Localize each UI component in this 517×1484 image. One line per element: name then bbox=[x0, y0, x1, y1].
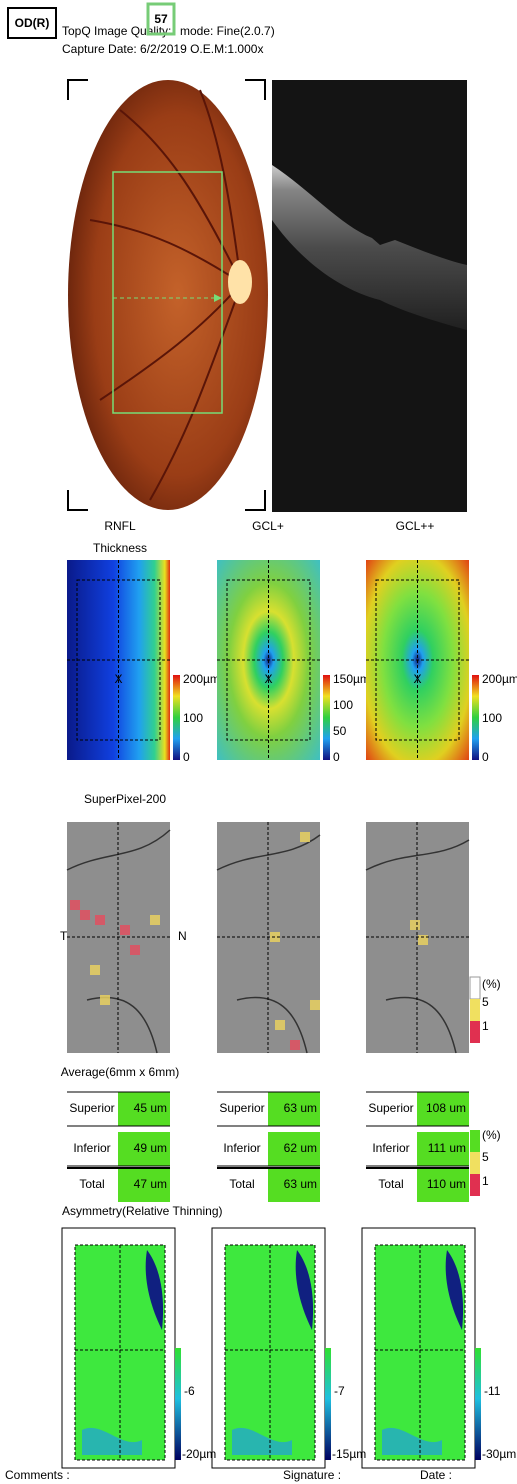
superpixel-cell bbox=[120, 925, 130, 935]
row-label: Total bbox=[79, 1177, 104, 1191]
row-value: 49 um bbox=[134, 1141, 167, 1155]
scale-label: 0 bbox=[333, 750, 340, 764]
row-value: 62 um bbox=[284, 1141, 317, 1155]
eye-label: OD(R) bbox=[15, 16, 50, 30]
row-value: 111 um bbox=[428, 1141, 466, 1155]
row-label: Inferior bbox=[73, 1141, 110, 1155]
legend-green bbox=[470, 1130, 480, 1152]
quality-value: 57 bbox=[154, 12, 168, 26]
legend-red bbox=[470, 1174, 480, 1196]
scale-label: 200µm bbox=[482, 672, 517, 686]
superpixel-cell bbox=[95, 915, 105, 925]
legend-label: (%) bbox=[482, 977, 501, 991]
legend-label: 1 bbox=[482, 1019, 489, 1033]
section-title: Average(6mm x 6mm) bbox=[61, 1065, 179, 1079]
superpixel-cell bbox=[300, 832, 310, 842]
row-value: 63 um bbox=[284, 1101, 317, 1115]
scale-label: 200µm bbox=[183, 672, 220, 686]
row-label: Superior bbox=[69, 1101, 114, 1115]
fovea-mark: X bbox=[413, 672, 421, 686]
scale-label: 50 bbox=[333, 724, 347, 738]
report: OD(R) TopQ Image Quality:57 mode: Fine(2.0… bbox=[0, 0, 517, 1484]
superpixel-cell bbox=[100, 995, 110, 1005]
map-title: Thickness bbox=[93, 541, 147, 555]
scale-label: 0 bbox=[183, 750, 190, 764]
scale-label: -15µm bbox=[332, 1447, 366, 1461]
legend-red bbox=[470, 1021, 480, 1043]
nasal-label: N bbox=[178, 929, 187, 943]
legend-label: 1 bbox=[482, 1174, 489, 1188]
scale-label: -7 bbox=[334, 1384, 345, 1398]
row-label: Total bbox=[229, 1177, 254, 1191]
row-value: 45 um bbox=[134, 1101, 167, 1115]
colorbar bbox=[472, 675, 479, 760]
superpixel-cell bbox=[130, 945, 140, 955]
legend-label: (%) bbox=[482, 1128, 501, 1142]
row-label: Superior bbox=[219, 1101, 264, 1115]
row-label: Inferior bbox=[223, 1141, 260, 1155]
section-title: Asymmetry(Relative Thinning) bbox=[62, 1204, 223, 1218]
optic-disc bbox=[228, 260, 252, 304]
scale-label: 100 bbox=[333, 698, 353, 712]
map-title: GCL+ bbox=[252, 519, 284, 533]
quality-label: TopQ Image Quality: bbox=[62, 24, 171, 38]
fovea-mark: X bbox=[264, 672, 272, 686]
signature: Signature : bbox=[283, 1468, 341, 1482]
legend-label: 5 bbox=[482, 995, 489, 1009]
row-value: 108 um bbox=[426, 1101, 466, 1115]
scale-label: -30µm bbox=[482, 1447, 516, 1461]
superpixel-cell bbox=[410, 920, 420, 930]
map-title: RNFL bbox=[104, 519, 136, 533]
capture-date: Capture Date: 6/2/2019 O.E.M:1.000x bbox=[62, 42, 263, 56]
legend-white bbox=[470, 977, 480, 999]
superpixel-cell bbox=[90, 965, 100, 975]
row-value: 110 um bbox=[427, 1177, 466, 1191]
superpixel-cell bbox=[70, 900, 80, 910]
scale-label: 100 bbox=[183, 711, 203, 725]
superpixel-cell bbox=[310, 1000, 320, 1010]
temporal-label: T bbox=[60, 929, 68, 943]
asym-colorbar bbox=[175, 1348, 181, 1460]
row-label: Superior bbox=[368, 1101, 413, 1115]
section-title: SuperPixel-200 bbox=[84, 792, 166, 806]
scale-label: -6 bbox=[184, 1384, 195, 1398]
superpixel-cell bbox=[80, 910, 90, 920]
scale-label: -11 bbox=[484, 1384, 501, 1398]
row-value: 47 um bbox=[134, 1177, 167, 1191]
map-title: GCL++ bbox=[396, 519, 435, 533]
legend-label: 5 bbox=[482, 1150, 489, 1164]
asym-colorbar bbox=[325, 1348, 331, 1460]
scale-label: 100 bbox=[482, 711, 502, 725]
comments: Comments : bbox=[5, 1468, 70, 1482]
superpixel-cell bbox=[150, 915, 160, 925]
date: Date : bbox=[420, 1468, 452, 1482]
fovea-mark: X bbox=[114, 672, 122, 686]
row-label: Total bbox=[378, 1177, 403, 1191]
superpixel-cell bbox=[275, 1020, 285, 1030]
legend-yellow bbox=[470, 1152, 480, 1174]
superpixel-cell bbox=[290, 1040, 300, 1050]
asym-colorbar bbox=[475, 1348, 481, 1460]
mode: mode: Fine(2.0.7) bbox=[180, 24, 275, 38]
legend-yellow bbox=[470, 999, 480, 1021]
row-label: Inferior bbox=[372, 1141, 409, 1155]
scale-label: 150µm bbox=[333, 672, 370, 686]
scale-label: -20µm bbox=[182, 1447, 216, 1461]
colorbar bbox=[323, 675, 330, 760]
row-value: 63 um bbox=[284, 1177, 317, 1191]
scale-label: 0 bbox=[482, 750, 489, 764]
colorbar bbox=[173, 675, 180, 760]
